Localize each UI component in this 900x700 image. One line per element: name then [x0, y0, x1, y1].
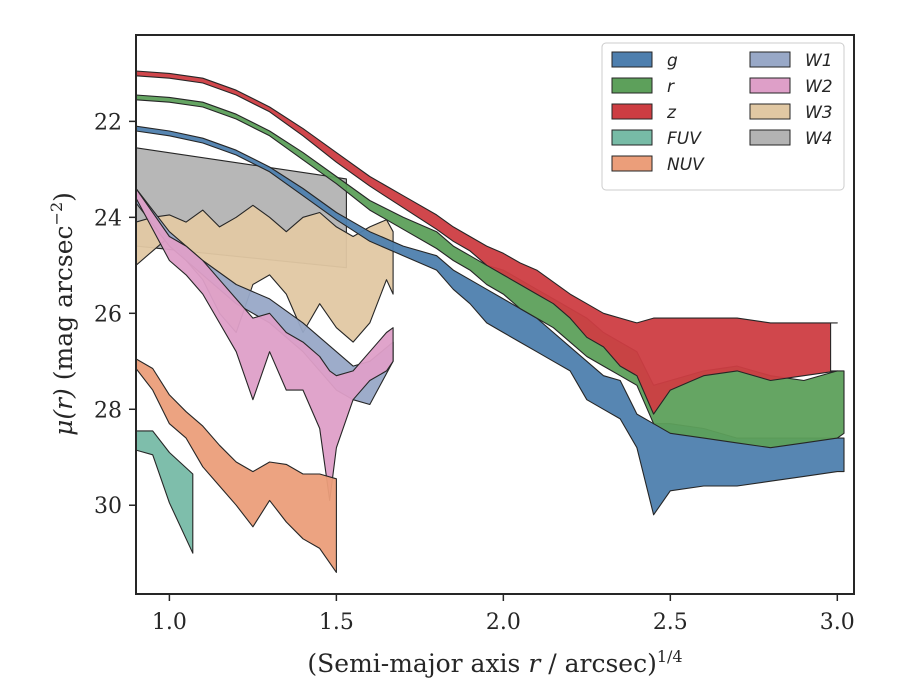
legend-label-z: z [666, 103, 677, 123]
legend-swatch-w1 [749, 51, 791, 68]
band-w2 [136, 187, 394, 501]
legend-label-nuv: NUV [667, 155, 705, 175]
x-tick-label: 2.5 [653, 610, 688, 635]
x-axis: 1.0 1.5 2.0 2.5 3.0 [152, 594, 855, 635]
band-layer [136, 70, 845, 573]
y-axis-title-close: ) [49, 388, 78, 399]
x-tick-label: 2.0 [486, 610, 521, 635]
y-axis-title-exponent: −2 [47, 202, 66, 226]
band-z [136, 70, 838, 415]
legend-swatch-g [611, 51, 653, 68]
legend-label-r: r [667, 77, 675, 97]
legend-swatch-z [611, 103, 653, 120]
x-axis-title-exponent: 1/4 [657, 647, 683, 666]
band-g [136, 125, 845, 516]
legend-swatch-nuv [611, 155, 653, 172]
y-tick-label: 30 [94, 494, 122, 519]
legend-label-w3: W3 [805, 103, 833, 123]
legend-label-w4: W4 [805, 129, 833, 149]
band-nuv [136, 358, 337, 573]
x-tick-label: 1.0 [152, 610, 187, 635]
x-axis-title-unit: / arcsec) [540, 649, 657, 678]
x-axis-title: (Semi-major axis r / arcsec)1/4 [307, 647, 682, 678]
legend-swatch-w2 [749, 77, 791, 94]
band-r [136, 94, 845, 449]
legend-label-w1: W1 [805, 51, 833, 71]
y-tick-label: 28 [94, 398, 122, 423]
y-axis-title-var: r [49, 396, 78, 410]
x-tick-label: 1.5 [319, 610, 354, 635]
legend-swatch-fuv [611, 129, 653, 146]
y-tick-label: 26 [94, 302, 122, 327]
legend-label-fuv: FUV [667, 129, 702, 149]
legend-label-w2: W2 [805, 77, 833, 97]
y-tick-label: 22 [94, 110, 122, 135]
y-axis-title-end: ) [49, 192, 78, 202]
y-tick-label: 24 [94, 206, 122, 231]
y-axis-title-unit: (mag arcsec [49, 225, 78, 388]
legend-swatch-w4 [749, 129, 791, 146]
y-axis-title: μ(r) (mag arcsec−2) [47, 192, 78, 436]
x-axis-title-text: (Semi-major axis [307, 649, 528, 678]
x-tick-label: 3.0 [820, 610, 855, 635]
y-axis: 22 24 26 28 30 [94, 110, 136, 519]
plot-frame [135, 34, 855, 595]
legend-items: grz FUV NUV W1 W2 W3 W4 [611, 51, 833, 175]
x-axis-title-var: r [528, 649, 542, 678]
legend-swatch-w3 [749, 103, 791, 120]
legend-swatch-r [611, 77, 653, 94]
band-fuv [136, 430, 194, 554]
legend: grz FUV NUV W1 W2 W3 W4 [601, 42, 845, 191]
legend-label-g: g [667, 51, 678, 71]
y-axis-title-mu: μ( [49, 409, 78, 436]
